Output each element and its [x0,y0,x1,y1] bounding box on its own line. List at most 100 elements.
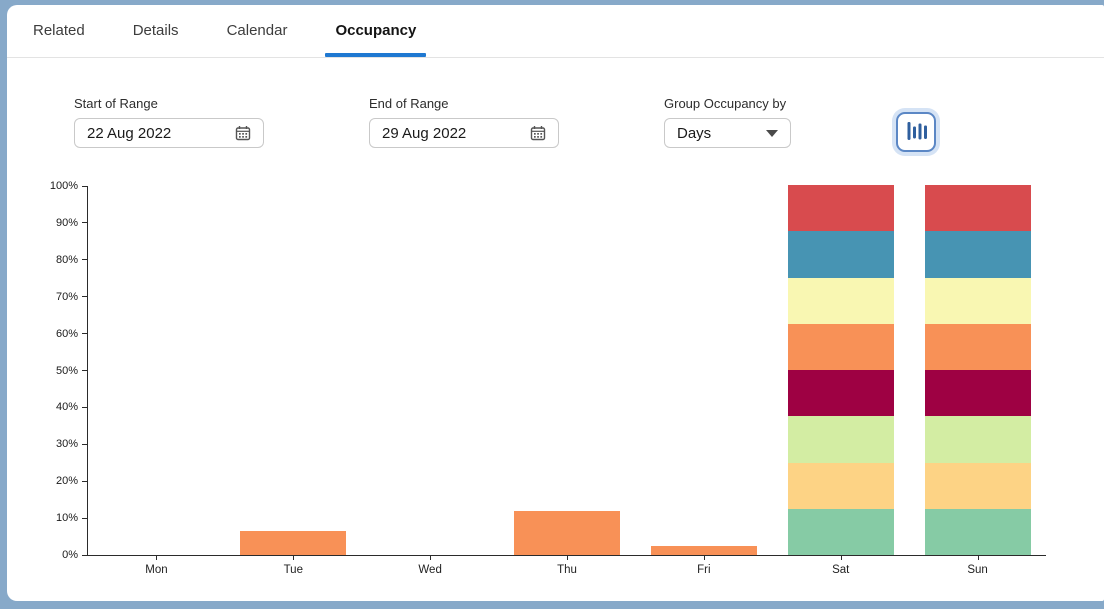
stacked-bar-sat [787,185,894,555]
category-slot-thu: Thu [499,186,636,576]
start-of-range-value: 22 Aug 2022 [87,124,172,142]
y-tick: 10% [56,512,88,524]
plot-area: Mon Tue Wed Thu Fri Sat Sun [88,185,1046,576]
x-axis-label: Mon [145,564,168,576]
x-tick [703,556,705,560]
start-of-range-input[interactable]: 22 Aug 2022 [74,118,264,148]
y-tick-mark [82,480,88,482]
y-axis-label: 100% [49,180,78,192]
y-tick: 90% [56,217,88,229]
y-tick: 40% [56,401,88,413]
y-tick-mark [82,517,88,519]
stacked-bar-tue [240,530,347,555]
bar-segment [787,462,894,509]
x-tick [156,556,158,560]
bar-chart-view-button[interactable] [896,112,936,152]
y-axis-label: 40% [55,401,78,414]
bar-segment [924,277,1031,324]
stacked-bar-sun [924,185,1031,555]
y-axis-label: 80% [55,253,78,266]
category-slot-sun: Sun [909,185,1046,576]
x-axis-label: Sun [967,564,988,576]
y-tick: 60% [56,328,88,340]
filter-controls: Start of Range 22 Aug 2022 [7,58,1104,152]
category-slot-fri: Fri [635,186,772,576]
x-tick [293,556,295,560]
bar-segment [787,508,894,555]
bar-segment [924,370,1031,417]
bar-segment [924,416,1031,463]
category-slot-mon: Mon [88,186,225,576]
bar-segment [514,510,620,555]
end-of-range-label: End of Range [369,96,449,111]
end-of-range-input[interactable]: 29 Aug 2022 [369,118,559,148]
y-axis-label: 0% [62,549,78,561]
bar-segment [787,323,894,370]
y-axis-label: 60% [55,327,78,340]
x-axis-label: Fri [697,564,711,576]
y-axis-label: 10% [55,512,78,525]
bar-segment [650,545,757,555]
group-occupancy-by-group: Group Occupancy by Days [664,96,791,148]
y-tick: 30% [56,438,88,450]
y-axis-label: 30% [55,438,78,451]
tab-bar: Related Details Calendar Occupancy [7,5,1104,58]
y-tick-mark [82,443,88,445]
panel: Related Details Calendar Occupancy Start… [7,5,1104,601]
bar-segment [787,370,894,417]
y-tick: 70% [56,291,88,303]
tab-related[interactable]: Related [33,22,85,39]
x-axis-label: Tue [283,564,303,576]
x-tick [430,556,432,560]
bar-segment [787,277,894,324]
y-axis-label: 90% [55,216,78,229]
start-of-range-label: Start of Range [74,96,158,111]
y-tick-mark [82,406,88,408]
stacked-bar-thu [514,510,620,555]
occupancy-chart: Mon Tue Wed Thu Fri Sat Sun 0% 10% 20% 30% 40% 50% 6… [50,180,1046,576]
group-occupancy-by-select[interactable]: Days [664,118,791,148]
y-tick: 100% [50,180,88,192]
category-slot-tue: Tue [225,186,362,576]
calendar-icon[interactable] [530,125,546,141]
y-tick: 0% [62,549,88,561]
bar-segment [240,530,347,555]
bar-segment [787,231,894,278]
x-tick [840,556,842,560]
y-tick-mark [82,370,88,371]
stacked-bar-fri [650,545,757,555]
y-axis-label: 70% [55,290,78,303]
bar-segment [924,323,1031,370]
x-tick [567,556,568,560]
tab-occupancy[interactable]: Occupancy [325,5,427,57]
y-tick: 20% [56,475,88,487]
calendar-icon[interactable] [235,125,251,141]
end-of-range-value: 29 Aug 2022 [382,124,467,142]
caret-down-icon [766,129,778,137]
y-tick-mark [82,259,88,261]
bar-segment [924,508,1031,555]
tab-details[interactable]: Details [132,22,179,39]
y-tick-mark [82,222,88,224]
end-of-range-group: End of Range 29 Aug 2022 [369,96,559,148]
x-axis-label: Sat [832,564,850,576]
group-occupancy-by-value: Days [677,124,712,142]
bar-segment [787,416,894,463]
y-tick-mark [82,554,88,556]
bar-chart-icon [904,119,928,146]
y-axis-label: 20% [55,475,78,488]
y-tick: 80% [56,254,88,266]
y-tick-mark [82,185,88,187]
x-axis-label: Thu [557,564,577,576]
y-tick-mark [82,333,88,335]
start-of-range-group: Start of Range 22 Aug 2022 [74,96,264,148]
category-slot-sat: Sat [772,185,909,576]
bar-segment [924,462,1031,509]
x-tick [977,556,979,560]
bar-segment [924,231,1031,278]
tab-calendar[interactable]: Calendar [226,22,288,39]
bar-segment [924,185,1031,232]
y-axis-label: 50% [55,364,78,377]
bar-segment [787,185,894,232]
category-slot-wed: Wed [362,186,499,576]
